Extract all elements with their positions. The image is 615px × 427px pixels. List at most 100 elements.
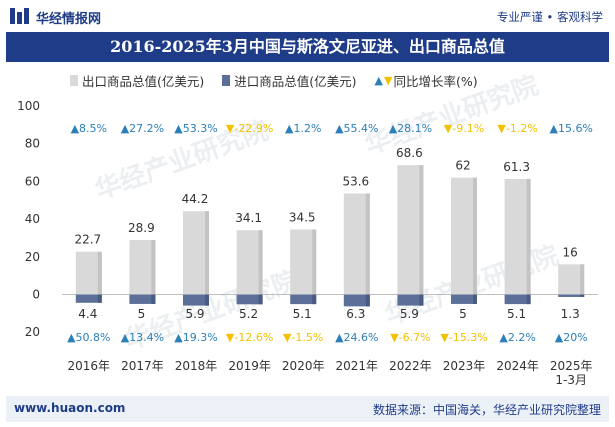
y-tick-label: 80 <box>25 137 40 151</box>
import-value-label: 5 <box>138 307 146 321</box>
export-value-label: 53.6 <box>342 174 369 188</box>
export-bar <box>504 178 531 295</box>
top-bar: 华经情报网 专业严谨 • 客观科学 <box>0 0 615 32</box>
import-value-label: 4.4 <box>78 307 97 321</box>
export-bar <box>75 251 102 295</box>
import-bar <box>397 294 424 306</box>
legend-import-swatch <box>222 74 231 86</box>
import-value-label: 5.9 <box>185 307 204 321</box>
x-tick-label: 2025年 <box>550 359 593 373</box>
import-bar-side <box>473 294 477 304</box>
import-bar <box>183 294 209 306</box>
chart-title-bar: 2016-2025年3月中国与斯洛文尼亚进、出口商品总值 <box>6 32 609 62</box>
import-bar-side <box>97 294 102 303</box>
import-growth-label: ▼-12.6% <box>226 331 273 344</box>
export-bar <box>397 165 424 295</box>
export-value-label: 28.9 <box>128 221 155 235</box>
legend-down-triangle-icon: ▼ <box>384 73 393 87</box>
slogan: 专业严谨 • 客观科学 <box>496 10 603 24</box>
x-tick-label: 2019年 <box>228 359 271 373</box>
legend-growth-label: 同比增长率(%) <box>393 73 478 89</box>
legend-export-label: 出口商品总值(亿美元) <box>82 73 205 89</box>
export-bar-side <box>473 177 477 295</box>
export-bar-side <box>365 193 370 295</box>
export-bar <box>343 193 370 295</box>
import-value-label: 1.3 <box>561 307 580 321</box>
import-bar-side <box>526 294 531 305</box>
import-value-label: 5.9 <box>400 307 419 321</box>
export-growth-label: ▲8.5% <box>71 122 107 135</box>
import-growth-label: ▼-1.5% <box>283 331 323 344</box>
brand-name: 华经情报网 <box>36 12 102 27</box>
import-bar <box>290 294 317 305</box>
export-value-label: 22.7 <box>74 233 101 247</box>
x-tick-label: 2020年 <box>282 359 325 373</box>
import-bar <box>75 294 102 303</box>
import-bar <box>504 294 531 305</box>
export-bar <box>236 230 263 295</box>
import-growth-label: ▲20% <box>555 331 588 344</box>
export-bar <box>558 264 585 295</box>
y-tick-label: 40 <box>25 212 40 226</box>
export-bar-side <box>97 251 102 295</box>
export-bar-side <box>526 178 531 295</box>
export-growth-label: ▼-22.9% <box>226 122 273 135</box>
export-value-label: 68.6 <box>396 146 423 160</box>
import-bar-side <box>419 294 424 306</box>
export-growth-label: ▲53.3% <box>174 122 217 135</box>
legend-import: 进口商品总值(亿美元) <box>222 71 357 90</box>
export-bar-side <box>205 211 209 295</box>
export-value-label: 34.5 <box>289 210 316 224</box>
x-tick-label: 2022年 <box>389 359 432 373</box>
y-tick-label: 20 <box>25 325 40 339</box>
export-growth-label: ▲55.4% <box>335 122 378 135</box>
export-growth-label: ▲27.2% <box>121 122 164 135</box>
export-growth-label: ▼-1.2% <box>497 122 537 135</box>
x-tick-label: 1-3月 <box>555 373 587 387</box>
logo-icon <box>10 8 29 24</box>
footer-source: 数据来源：中国海关，华经产业研究院整理 <box>372 403 601 417</box>
export-bar <box>129 240 156 295</box>
import-value-label: 6.3 <box>346 307 365 321</box>
footer-url[interactable]: www.huaon.com <box>14 401 126 415</box>
export-value-label: 16 <box>563 245 578 259</box>
x-tick-label: 2024年 <box>496 359 539 373</box>
import-bar-side <box>258 294 263 305</box>
import-bar-side <box>205 294 209 306</box>
import-value-label: 5.2 <box>239 307 258 321</box>
y-tick-label: 0 <box>32 288 40 302</box>
import-bar <box>129 294 156 304</box>
x-tick-label: 2016年 <box>68 359 111 373</box>
export-bar <box>290 229 317 295</box>
import-growth-label: ▲13.4% <box>121 331 164 344</box>
import-value-label: 5.1 <box>507 307 526 321</box>
export-bar-side <box>151 240 156 295</box>
import-growth-label: ▲24.6% <box>335 331 378 344</box>
legend-up-triangle-icon: ▲ <box>374 73 383 87</box>
import-bar-side <box>365 294 370 307</box>
export-bar-side <box>580 264 585 295</box>
export-growth-label: ▲28.1% <box>389 122 432 135</box>
x-tick-label: 2017年 <box>121 359 164 373</box>
import-growth-label: ▼-15.3% <box>440 331 487 344</box>
import-growth-label: ▲50.8% <box>67 331 110 344</box>
legend: 出口商品总值(亿美元) 进口商品总值(亿美元) ▲ ▼ 同比增长率(%) <box>70 70 496 90</box>
export-value-label: 62 <box>455 159 470 173</box>
footer: www.huaon.com 数据来源：中国海关，华经产业研究院整理 <box>6 396 609 422</box>
legend-import-label: 进口商品总值(亿美元) <box>234 73 357 89</box>
import-bar <box>343 294 370 307</box>
x-tick-label: 2023年 <box>443 359 486 373</box>
export-value-label: 44.2 <box>182 192 209 206</box>
export-growth-label: ▲15.6% <box>549 122 592 135</box>
legend-export-swatch <box>70 74 78 86</box>
export-bar <box>451 177 477 295</box>
import-bar <box>451 294 477 304</box>
export-growth-label: ▼-9.1% <box>444 122 484 135</box>
export-value-label: 61.3 <box>503 160 530 174</box>
import-bar <box>558 294 585 297</box>
import-bar-side <box>151 294 156 304</box>
export-bar-side <box>312 229 317 295</box>
legend-export: 出口商品总值(亿美元) <box>70 71 204 90</box>
chart-title: 2016-2025年3月中国与斯洛文尼亚进、出口商品总值 <box>110 37 505 56</box>
